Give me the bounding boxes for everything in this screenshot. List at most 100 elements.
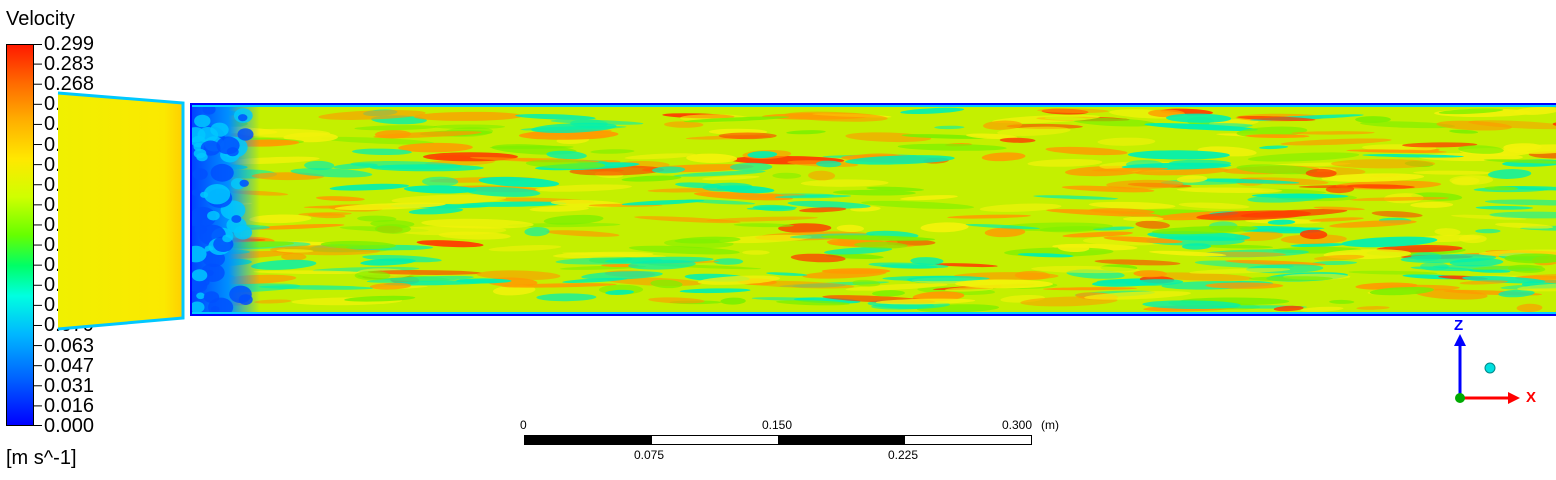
velocity-streak bbox=[383, 280, 499, 286]
velocity-streak bbox=[1151, 225, 1258, 235]
velocity-streak bbox=[720, 297, 746, 305]
velocity-streak bbox=[983, 120, 1023, 130]
velocity-streak bbox=[1196, 210, 1311, 221]
scale-label-0-300: 0.300 bbox=[1002, 418, 1033, 432]
velocity-streak bbox=[787, 200, 871, 209]
velocity-streak bbox=[1459, 280, 1508, 285]
velocity-streak bbox=[1237, 115, 1316, 122]
velocity-streak bbox=[1017, 253, 1074, 258]
legend-tick-label: 0.016 bbox=[44, 394, 95, 417]
velocity-streak bbox=[772, 172, 802, 179]
velocity-streak bbox=[1133, 270, 1167, 278]
entrance-vortex bbox=[196, 152, 208, 162]
velocity-streak bbox=[1178, 202, 1250, 209]
velocity-streak bbox=[369, 282, 412, 290]
velocity-streak bbox=[1484, 186, 1518, 191]
velocity-streak bbox=[628, 245, 740, 255]
scale-unit: (m) bbox=[1041, 418, 1059, 432]
velocity-streak bbox=[1027, 159, 1103, 167]
velocity-streak bbox=[1498, 289, 1535, 298]
velocity-streak bbox=[744, 280, 855, 289]
velocity-streak bbox=[1280, 138, 1392, 146]
entrance-vortex bbox=[238, 114, 248, 122]
velocity-streak bbox=[824, 247, 893, 255]
velocity-streak bbox=[934, 125, 965, 130]
velocity-streak bbox=[1458, 145, 1504, 154]
velocity-streak bbox=[524, 226, 550, 237]
entrance-vortex bbox=[190, 245, 207, 263]
velocity-streak bbox=[281, 253, 307, 261]
velocity-streak bbox=[1169, 123, 1253, 130]
velocity-streak bbox=[276, 249, 314, 253]
velocity-streak bbox=[318, 110, 426, 120]
scale-segment bbox=[651, 436, 778, 444]
velocity-streak bbox=[249, 214, 312, 224]
velocity-streak bbox=[1280, 234, 1347, 245]
velocity-streak bbox=[1415, 289, 1488, 300]
velocity-streak bbox=[1236, 164, 1318, 175]
entrance-vortex bbox=[231, 215, 242, 223]
entrance-vortex bbox=[226, 217, 247, 233]
velocity-streak bbox=[628, 259, 696, 270]
velocity-streak bbox=[253, 270, 363, 275]
velocity-streak bbox=[563, 134, 610, 140]
velocity-streak bbox=[320, 240, 396, 250]
velocity-streak bbox=[786, 130, 826, 135]
velocity-streak bbox=[774, 194, 852, 199]
inlet-wall bbox=[57, 91, 185, 331]
velocity-streak bbox=[1514, 275, 1556, 285]
velocity-streak bbox=[590, 149, 635, 154]
velocity-streak bbox=[1487, 169, 1532, 179]
velocity-streak bbox=[868, 262, 949, 269]
velocity-streak bbox=[1189, 268, 1291, 274]
entrance-vortex bbox=[192, 168, 208, 180]
velocity-streak bbox=[1513, 106, 1556, 115]
velocity-streak bbox=[354, 270, 391, 281]
legend-tick-label: 0.000 bbox=[44, 415, 95, 437]
velocity-streak bbox=[1438, 108, 1504, 115]
velocity-streak bbox=[433, 124, 505, 130]
velocity-streak bbox=[398, 142, 473, 153]
velocity-streak bbox=[529, 206, 589, 212]
velocity-streak bbox=[1127, 150, 1230, 160]
velocity-streak bbox=[800, 179, 889, 187]
velocity-streak bbox=[747, 151, 778, 159]
velocity-streak bbox=[1362, 154, 1464, 158]
entrance-vortex bbox=[210, 163, 234, 182]
velocity-streak bbox=[1449, 129, 1479, 134]
entrance-vortex bbox=[239, 179, 249, 187]
velocity-streak bbox=[1472, 265, 1543, 270]
velocity-streak bbox=[1097, 137, 1156, 146]
velocity-streak bbox=[621, 199, 705, 206]
legend-color-bar bbox=[6, 44, 34, 426]
velocity-streak bbox=[464, 186, 541, 197]
velocity-streak bbox=[1205, 282, 1284, 289]
velocity-streak bbox=[1360, 121, 1456, 129]
velocity-streak bbox=[999, 137, 1036, 143]
velocity-streak bbox=[901, 134, 988, 139]
velocity-streak bbox=[413, 111, 524, 121]
velocity-streak bbox=[845, 155, 955, 165]
velocity-streak bbox=[965, 133, 1018, 140]
velocity-streak bbox=[367, 270, 482, 275]
velocity-streak bbox=[1434, 228, 1461, 236]
entrance-vortex bbox=[203, 291, 220, 303]
velocity-streak bbox=[845, 283, 948, 291]
velocity-streak bbox=[1508, 144, 1556, 154]
velocity-streak bbox=[706, 216, 818, 222]
velocity-streak bbox=[944, 286, 994, 292]
scale-bar-group: 0 0.150 0.300 (m) 0.075 0.225 bbox=[500, 412, 1100, 472]
velocity-streak bbox=[525, 159, 606, 169]
velocity-streak bbox=[1122, 216, 1164, 222]
velocity-streak bbox=[329, 183, 409, 191]
inlet-section bbox=[58, 93, 183, 329]
velocity-streak bbox=[1084, 291, 1192, 300]
velocity-streak bbox=[730, 162, 773, 172]
legend-tick-label: 0.299 bbox=[44, 33, 95, 55]
velocity-streak bbox=[861, 200, 975, 209]
velocity-streak bbox=[992, 114, 1101, 124]
velocity-streak bbox=[1329, 299, 1355, 304]
velocity-streak bbox=[1349, 196, 1449, 201]
velocity-streak bbox=[997, 126, 1071, 136]
velocity-streak bbox=[290, 168, 373, 178]
